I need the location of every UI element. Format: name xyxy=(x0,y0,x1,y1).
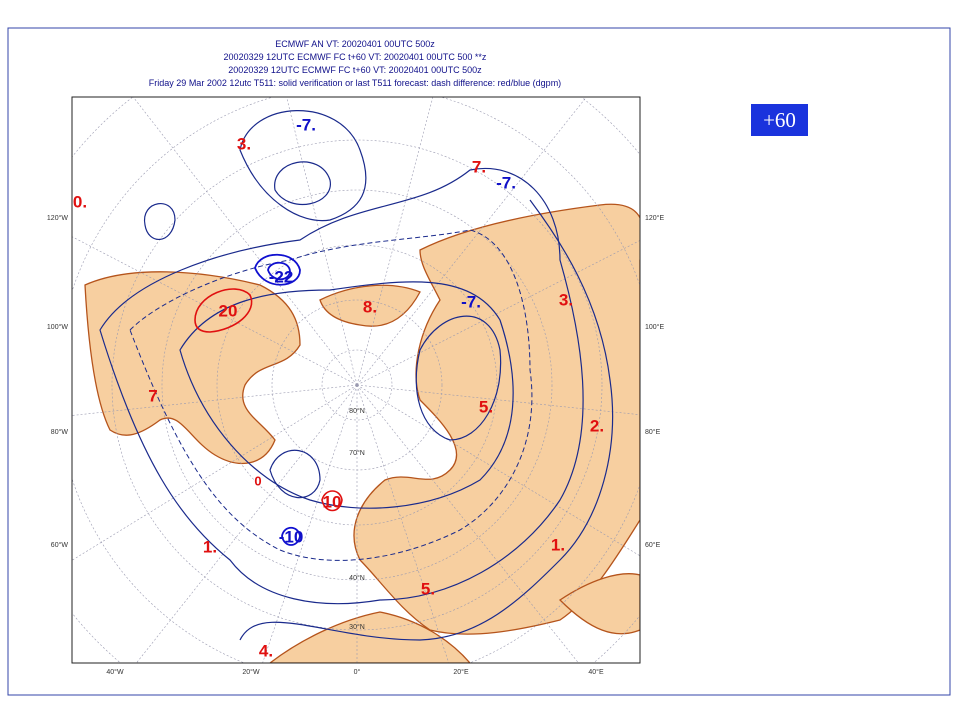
header: ECMWF AN VT: 20020401 00UTC 500z 2002032… xyxy=(149,39,561,88)
lat-label: 80°N xyxy=(349,407,365,415)
lon-label: 100°E xyxy=(645,323,664,331)
lon-label: 0° xyxy=(354,668,361,676)
header-line: Friday 29 Mar 2002 12utc T511: solid ver… xyxy=(149,78,561,88)
map-border xyxy=(71,96,641,664)
difference-label: 8. xyxy=(363,297,377,316)
difference-label: 10 xyxy=(323,492,342,511)
difference-label: 1. xyxy=(203,537,217,556)
lon-label: 40°E xyxy=(588,668,604,676)
header-line: 20020329 12UTC ECMWF FC t+60 VT: 2002040… xyxy=(228,65,482,75)
difference-label: 7 xyxy=(148,386,157,405)
land xyxy=(558,573,640,635)
lon-label: 60°W xyxy=(51,541,69,549)
lat-labels: 80°N 70°N 40°N 30°N xyxy=(349,407,365,631)
lon-label: 100°W xyxy=(47,323,68,331)
map-area: 3. 0. 7. 20 8. 3. 7 5. 2. 10 1. 1. 5. 4.… xyxy=(72,97,640,663)
difference-label: -7. xyxy=(461,292,481,311)
contours xyxy=(99,110,614,641)
lon-labels: 120°W 100°W 80°W 60°W 120°E 100°E 80°E 6… xyxy=(47,214,665,676)
difference-label: 0 xyxy=(254,473,261,488)
difference-label: 20 xyxy=(219,301,238,320)
land xyxy=(84,271,301,465)
difference-label: -22 xyxy=(269,267,294,286)
land xyxy=(319,284,421,327)
difference-label: -10 xyxy=(279,527,304,546)
difference-label: 5. xyxy=(421,579,435,598)
land xyxy=(268,611,471,663)
lon-label: 20°E xyxy=(453,668,469,676)
difference-label: 7. xyxy=(472,157,486,176)
difference-label: -7. xyxy=(296,115,316,134)
forecast-step-badge: +60 xyxy=(751,104,808,136)
graticule xyxy=(72,97,640,663)
difference-label: 5. xyxy=(479,397,493,416)
lat-label: 40°N xyxy=(349,574,365,582)
difference-label: 4. xyxy=(259,641,273,660)
header-line: ECMWF AN VT: 20020401 00UTC 500z xyxy=(275,39,435,49)
field-labels: 3. 0. 7. 20 8. 3. 7 5. 2. 10 1. 1. 5. 4.… xyxy=(73,115,604,660)
difference-label: 3. xyxy=(237,134,251,153)
frame xyxy=(7,27,951,696)
difference-label: 1. xyxy=(551,535,565,554)
difference-label: 3. xyxy=(559,290,573,309)
lon-label: 20°W xyxy=(242,668,260,676)
difference-label: 0. xyxy=(73,192,87,211)
lon-label: 80°W xyxy=(51,428,69,436)
lon-label: 40°W xyxy=(106,668,124,676)
lon-label: 120°E xyxy=(645,214,664,222)
lon-label: 80°E xyxy=(645,428,661,436)
lon-label: 60°E xyxy=(645,541,661,549)
lat-label: 30°N xyxy=(349,623,365,631)
lat-label: 70°N xyxy=(349,449,365,457)
difference-label: -7. xyxy=(496,173,516,192)
header-line: 20020329 12UTC ECMWF FC t+60 VT: 2002040… xyxy=(224,52,487,62)
difference-label: 2. xyxy=(590,416,604,435)
lon-label: 120°W xyxy=(47,214,68,222)
land xyxy=(353,203,640,635)
